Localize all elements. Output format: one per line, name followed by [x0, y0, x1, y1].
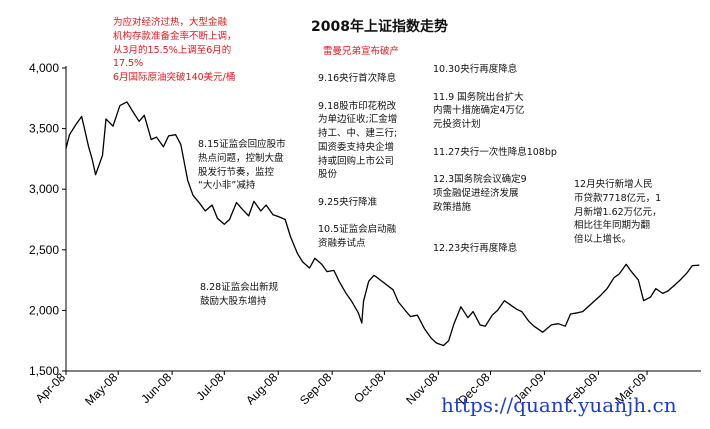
- x-tick-label: Aug-08: [243, 370, 280, 407]
- annotation-line: 月新增1.62万亿元，: [574, 206, 662, 218]
- annotation-line: [433, 132, 557, 146]
- annotation-line: 10.5证监会启动融: [318, 224, 397, 236]
- annotation-aug28: 8.28证监会出新规 鼓励大股东增持: [200, 281, 278, 309]
- x-tick-label: Jun-08: [138, 370, 174, 406]
- watermark: https://quant.yuanjh.cn: [441, 393, 677, 417]
- annotation-line: 资融券试点: [318, 238, 366, 250]
- annotation-line: 12月央行新增人民: [574, 179, 653, 190]
- annotation-line: [433, 77, 557, 91]
- x-tick-label: Nov-08: [403, 370, 440, 407]
- annotation-line: 为应对经济过热，大型金融: [113, 17, 228, 28]
- annotation-line: 币贷款7718亿元，1: [574, 192, 662, 204]
- annotation-line: 政策措施: [433, 201, 472, 213]
- annotation-line: 为单边征收;汇金增: [318, 114, 398, 126]
- annotation-line: 相比往年同期为翻: [574, 220, 651, 232]
- annotation-line: 持工、中、建三行;: [318, 128, 398, 140]
- annotation-line: 11.9 国务院出台扩大: [433, 91, 524, 103]
- annotation-dec: 12月央行新增人民 币贷款7718亿元，1 月新增1.62万亿元， 相比往年同期为翻倍…: [574, 178, 662, 247]
- annotation-line: 12.23央行再度降息: [433, 242, 518, 254]
- chart-title: 2008年上证指数走势: [311, 19, 448, 35]
- annotation-line: 17.5%: [113, 58, 144, 70]
- annotation-line: 9.25央行降准: [318, 196, 378, 208]
- y-tick-label: 2,000: [29, 303, 59, 317]
- annotation-line: 热点问题，控制大盘: [198, 152, 284, 164]
- x-tick-label: May-08: [82, 370, 120, 408]
- annotation-line: 12.3国务院会议确定9: [433, 174, 527, 186]
- x-tick-label: Oct-08: [351, 370, 387, 406]
- y-tick-label: 2,500: [29, 243, 59, 257]
- annotation-aug15: 8.15证监会回应股市 热点问题，控制大盘 股发行节奏，监控 “大小非”减持: [198, 138, 286, 193]
- annotation-lehman: 雷曼兄弟宣布破产: [323, 46, 400, 57]
- annotation-line: [433, 228, 557, 242]
- annotation-line: [318, 210, 397, 224]
- annotation-oct-nov: 10.30央行再度降息 11.9 国务院出台扩大 内需十措施确定4万亿 元投资计划 …: [433, 63, 557, 256]
- annotation-line: [318, 182, 397, 196]
- x-tick-label: Sep-08: [297, 370, 334, 407]
- annotation-line: “大小非”减持: [198, 180, 256, 192]
- annotation-line: 元投资计划: [433, 119, 481, 131]
- annotation-line: 倍以上增长。: [574, 234, 632, 246]
- annotation-top-left: 为应对经济过热，大型金融 机构存款准备金率不断上调， 从3月的15.5%上调至6月的…: [113, 16, 237, 85]
- annotation-line: 11.27央行一次性降息108bp: [433, 146, 557, 158]
- annotation-line: 6月国际原油突破140美元/桶: [113, 72, 236, 84]
- annotation-line: [318, 86, 397, 100]
- annotation-line: 8.15证监会回应股市: [198, 139, 286, 150]
- annotation-line: 8.28证监会出新规: [200, 282, 279, 293]
- y-tick-label: 3,000: [29, 182, 59, 196]
- annotation-line: 9.18股市印花税改: [318, 100, 397, 112]
- annotation-line: 国资委支持央企增: [318, 141, 395, 153]
- annotation-line: [433, 214, 557, 228]
- y-tick-label: 1,500: [29, 364, 59, 378]
- annotation-sep: 9.16央行首次降息 9.18股市印花税改 为单边征收;汇金增 持工、中、建三行; 国…: [318, 72, 397, 251]
- annotation-line: 股份: [318, 169, 338, 181]
- annotation-line: 内需十措施确定4万亿: [433, 105, 525, 117]
- annotation-line: 9.16央行首次降息: [318, 73, 397, 84]
- annotation-line: 股发行节奏，监控: [198, 166, 275, 178]
- y-tick-label: 4,000: [29, 61, 59, 75]
- x-tick-label: Jul-08: [193, 370, 226, 403]
- annotation-line: 10.30央行再度降息: [433, 64, 518, 75]
- annotation-line: 从3月的15.5%上调至6月的: [113, 44, 232, 56]
- y-tick-label: 3,500: [29, 122, 59, 136]
- series-line: [65, 101, 700, 347]
- annotation-line: [433, 159, 557, 173]
- annotation-line: 持或回购上市公司: [318, 155, 395, 167]
- annotation-line: 机构存款准备金率不断上调，: [113, 30, 237, 42]
- annotation-line: 鼓励大股东增持: [200, 295, 267, 307]
- annotation-line: 项金融促进经济发展: [433, 187, 519, 199]
